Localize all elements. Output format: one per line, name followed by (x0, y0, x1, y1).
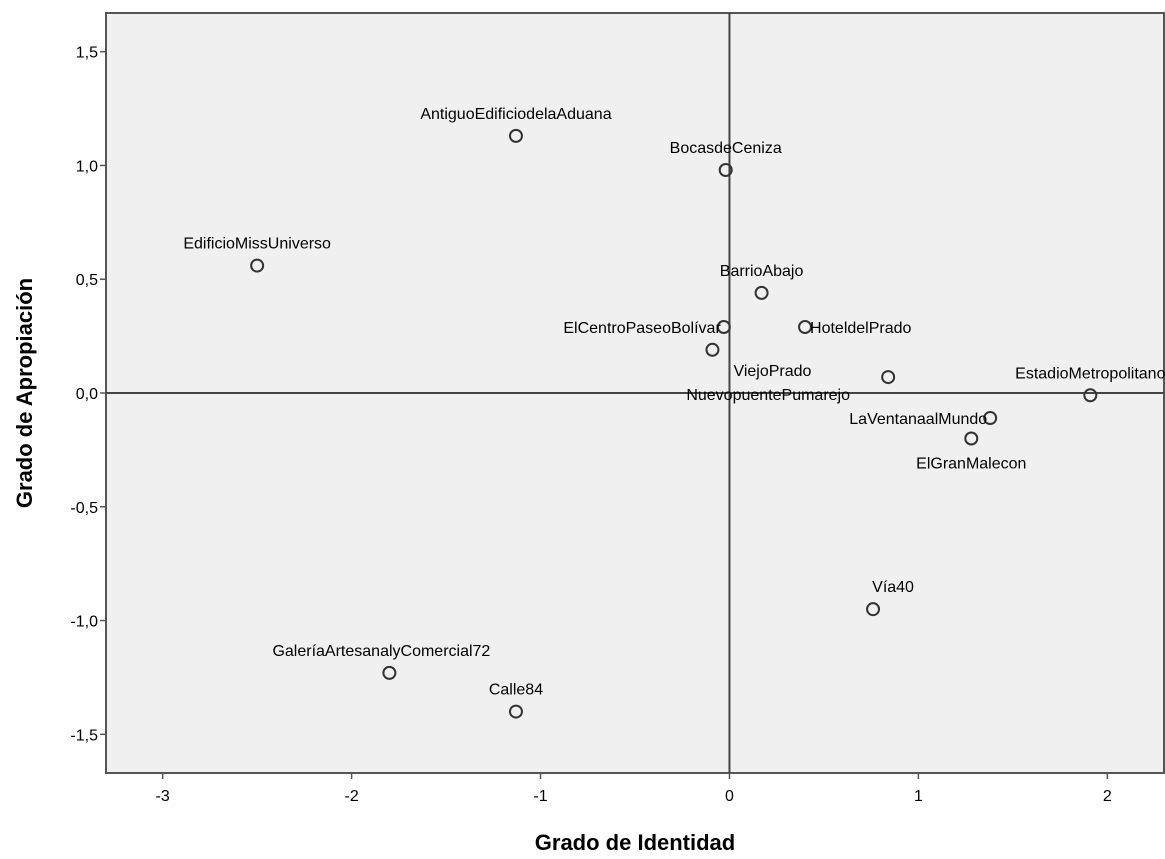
data-point (718, 163, 733, 178)
point-label: HoteldelPrado (810, 320, 912, 337)
y-tick-label: 0,5 (76, 272, 98, 289)
point-labels: AntiguoEdificiodelaAduana BocasdeCeniza Ed… (183, 106, 1165, 699)
data-point (798, 320, 813, 335)
data-point (250, 258, 265, 273)
data-point (881, 370, 896, 385)
x-tick-label: 2 (1103, 788, 1112, 805)
x-tick-label: -1 (533, 788, 547, 805)
axis-ticks: -3 -2 -1 0 1 2 1,5 1,0 0,5 0,0 -0,5 -1,0 -1,5 (70, 45, 1111, 805)
x-tick-label: 1 (914, 788, 923, 805)
x-tick-label: -2 (344, 788, 358, 805)
y-axis-title: Grado de Apropiación (12, 278, 37, 508)
point-label: LaVentanaalMundo (849, 411, 987, 428)
data-point (1083, 388, 1098, 403)
point-label: Vía40 (872, 579, 914, 596)
x-tick-label: 0 (725, 788, 734, 805)
y-tick-label: -1,0 (70, 614, 98, 631)
point-label: Calle84 (489, 682, 543, 699)
reference-lines (106, 13, 1164, 773)
y-tick-label: 1,5 (76, 45, 98, 62)
data-point (382, 665, 397, 680)
y-tick-label: 1,0 (76, 158, 98, 175)
y-tick-label: 0,0 (76, 386, 98, 403)
point-label: EstadioMetropolitano (1015, 365, 1165, 382)
point-label: ElGranMalecon (916, 456, 1026, 473)
data-point (964, 431, 979, 446)
y-tick-label: -0,5 (70, 500, 98, 517)
y-tick-label: -1,5 (70, 727, 98, 744)
data-point (508, 704, 523, 719)
data-point (983, 411, 998, 426)
point-label: BarrioAbajo (720, 263, 804, 280)
point-label: NuevopuentePumarejo (686, 387, 850, 404)
point-label: BocasdeCeniza (670, 140, 782, 157)
data-point (508, 128, 523, 143)
data-point (866, 602, 881, 617)
point-label: GaleríaArtesanalyComercial72 (272, 643, 490, 660)
data-points (250, 128, 1098, 719)
data-point (754, 285, 769, 300)
point-label: ViejoPrado (733, 363, 811, 380)
data-point (716, 320, 731, 335)
x-tick-label: -3 (156, 788, 170, 805)
point-label: ElCentroPaseoBolívar (563, 320, 721, 337)
point-label: EdificioMissUniverso (183, 236, 331, 253)
point-label: AntiguoEdificiodelaAduana (420, 106, 611, 123)
x-axis-title: Grado de Identidad (535, 830, 735, 855)
data-point (705, 342, 720, 357)
